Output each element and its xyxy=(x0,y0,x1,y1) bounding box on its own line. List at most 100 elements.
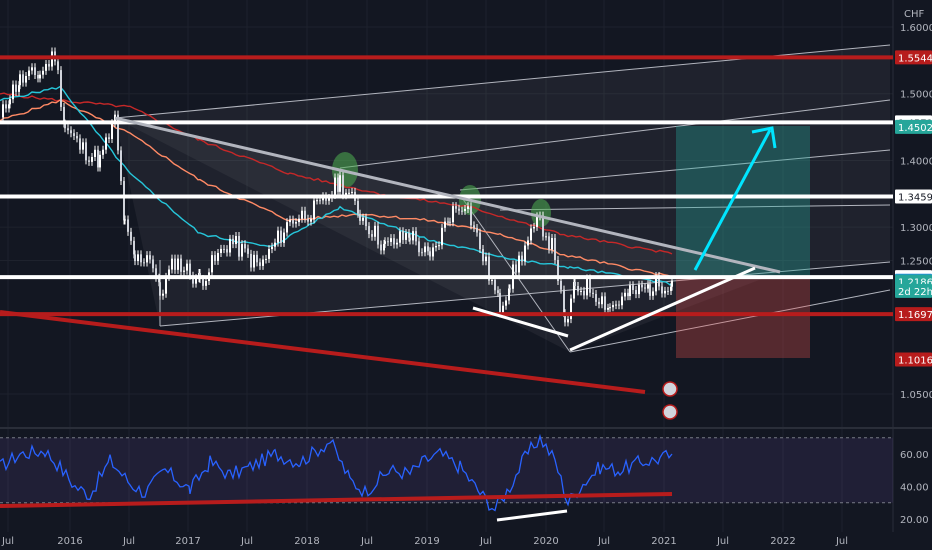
candle-body xyxy=(458,208,460,211)
candle-body xyxy=(146,255,148,263)
candle-body xyxy=(120,150,122,182)
candle-body xyxy=(105,137,107,150)
ma-mid-line xyxy=(0,99,673,278)
candle-body xyxy=(409,237,411,241)
projection-arrowhead xyxy=(751,126,777,149)
candle-body xyxy=(301,210,303,219)
candle-body xyxy=(274,242,276,247)
candle-body xyxy=(432,247,434,257)
price-tag xyxy=(895,119,932,134)
candle-body xyxy=(158,277,160,283)
candle-body xyxy=(595,293,597,302)
candle-body xyxy=(214,255,216,261)
candle-body xyxy=(383,243,385,251)
candle-body xyxy=(638,284,640,295)
candle-body xyxy=(117,114,119,151)
time-tick-label: Jul xyxy=(122,536,135,547)
event-marker xyxy=(662,381,678,397)
candle-body xyxy=(337,177,339,192)
candle-body xyxy=(168,269,170,277)
candle-body xyxy=(9,99,11,105)
candle-body xyxy=(649,284,651,296)
candle-body xyxy=(108,137,110,139)
candle-body xyxy=(18,85,20,92)
candle-body xyxy=(612,305,614,308)
candle-body xyxy=(570,298,572,320)
candle-body xyxy=(464,208,466,211)
candle-body xyxy=(2,104,4,118)
candle-body xyxy=(155,268,157,278)
candle-body xyxy=(533,226,535,229)
candle-body xyxy=(396,242,398,245)
candle-body xyxy=(76,136,78,139)
price-tag xyxy=(895,307,932,322)
candle-body xyxy=(342,175,344,196)
triangle-edge xyxy=(459,194,571,353)
candle-body xyxy=(461,210,463,212)
candle-body xyxy=(438,245,440,247)
candle-body xyxy=(19,74,21,86)
rsi-tick-label: 20.00 xyxy=(900,515,929,526)
candle-body xyxy=(494,279,496,291)
price-tick-label: 1.05000 xyxy=(900,390,932,401)
candle-body xyxy=(79,138,81,150)
candle-body xyxy=(362,217,364,221)
candle-body xyxy=(195,278,197,284)
candle-body xyxy=(598,301,600,305)
candle-body xyxy=(316,200,318,202)
candle-body xyxy=(25,76,27,83)
candle-body xyxy=(235,236,237,245)
time-tick-label: Jul xyxy=(479,536,492,547)
resistance-trendline xyxy=(114,116,781,274)
candle-body xyxy=(661,286,663,294)
candle-body xyxy=(67,128,69,131)
candle-body xyxy=(554,238,556,261)
candle-body xyxy=(37,74,39,79)
candle-body xyxy=(427,246,429,252)
candle-body xyxy=(635,289,637,295)
rsi-pane xyxy=(0,433,893,522)
candle-body xyxy=(143,262,145,264)
currency-label: CHF xyxy=(904,9,925,20)
candle-body xyxy=(470,206,472,226)
candle-body xyxy=(586,278,588,296)
candle-body xyxy=(542,215,544,237)
candle-body xyxy=(226,249,228,253)
candle-body xyxy=(467,206,469,209)
candle-body xyxy=(632,285,634,290)
candle-body xyxy=(664,290,666,294)
candle-body xyxy=(671,280,673,287)
candle-body xyxy=(244,244,246,249)
price-tag-label: 1.16972 xyxy=(898,310,932,321)
candle-body xyxy=(455,206,457,209)
candle-body xyxy=(557,260,559,281)
candle-body xyxy=(658,275,660,287)
candle-body xyxy=(217,252,219,261)
candle-body xyxy=(447,221,449,223)
candle-body xyxy=(328,197,330,201)
price-tick-label: 1.60000 xyxy=(900,23,932,34)
time-tick-label: Jul xyxy=(597,536,610,547)
candle-body xyxy=(39,74,41,79)
candle-body xyxy=(45,64,47,71)
triangle-fill xyxy=(115,118,780,352)
candle-body xyxy=(509,288,511,290)
price-tag-label: 1.45024 xyxy=(898,123,932,134)
time-tick-label: 2021 xyxy=(651,536,676,547)
candle-body xyxy=(476,228,478,233)
candle-body xyxy=(229,238,231,253)
candle-body xyxy=(479,232,481,250)
candle-body xyxy=(502,305,504,314)
candle-body xyxy=(408,233,410,238)
candle-body xyxy=(152,259,154,269)
price-tag-label: 1.55442 xyxy=(898,53,932,64)
time-axis[interactable]: Jul 2016 Jul 2017 Jul 2018 Jul 2019 Jul 2020 Jul 20… xyxy=(1,536,848,547)
price-tick-label: 1.25000 xyxy=(900,257,932,268)
candle-body xyxy=(647,284,649,289)
candle-body xyxy=(5,104,7,109)
candle-body xyxy=(289,219,291,223)
candle-body xyxy=(449,221,451,223)
price-axis[interactable]: CHF 1.60000 1.50000 1.40000 1.30000 1.25000 1… xyxy=(895,9,932,526)
candle-body xyxy=(359,213,361,221)
